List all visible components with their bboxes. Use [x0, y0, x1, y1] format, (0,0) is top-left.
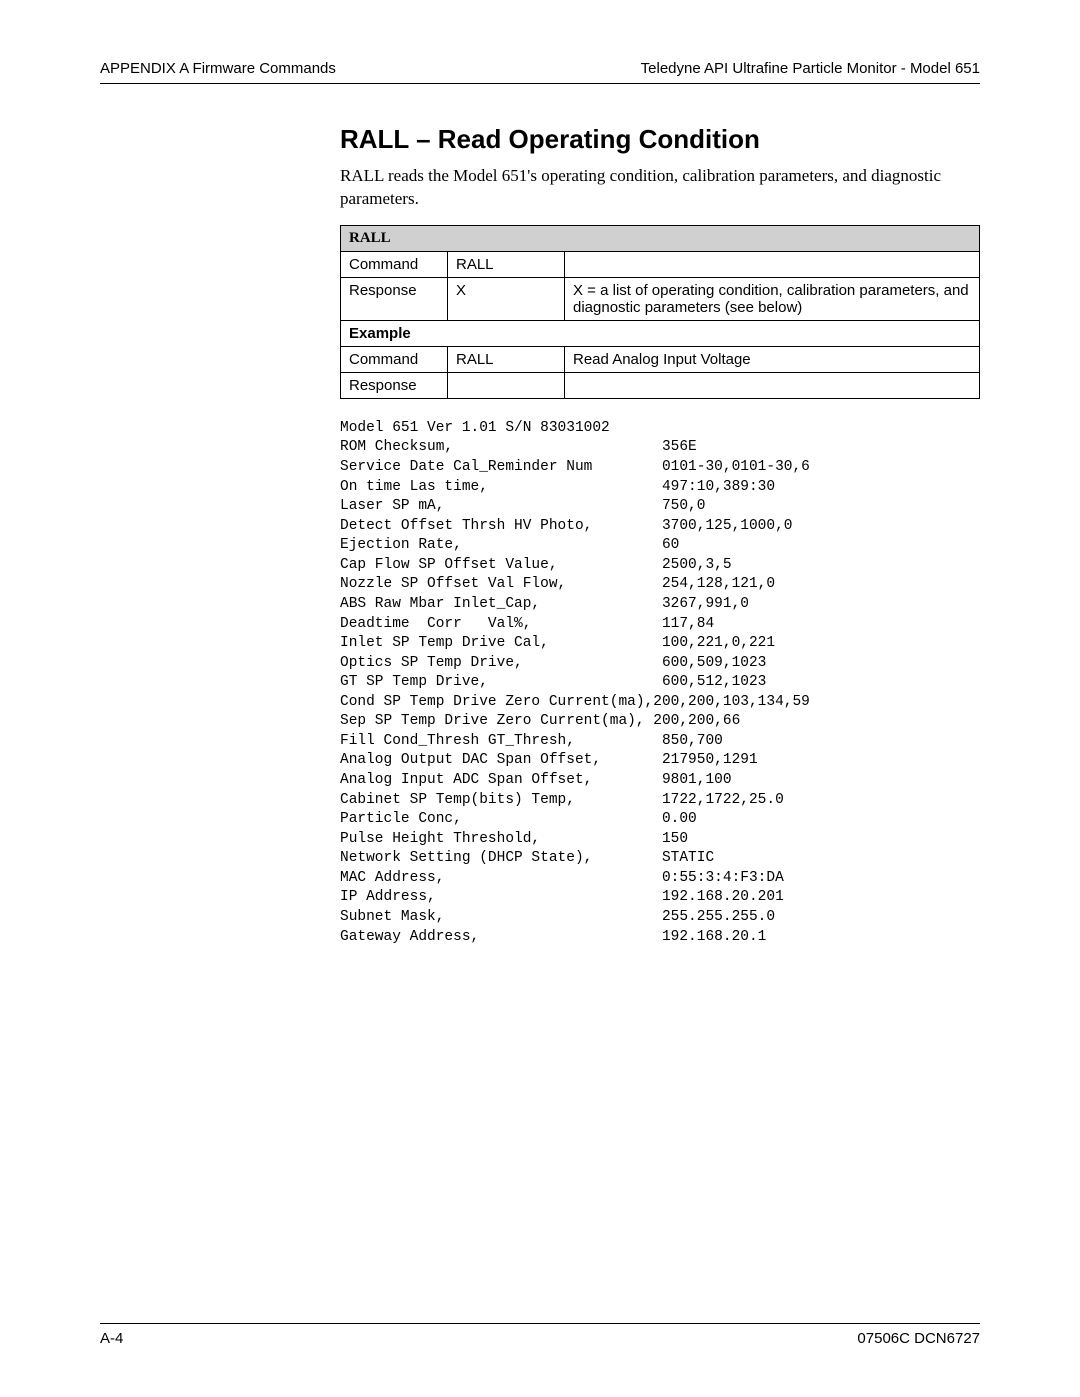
intro-text: RALL reads the Model 651's operating con…	[340, 165, 980, 211]
section-title: RALL – Read Operating Condition	[340, 124, 980, 155]
table-row: Response	[341, 372, 980, 398]
main-content: RALL – Read Operating Condition RALL rea…	[340, 124, 980, 947]
table-header: RALL	[341, 225, 980, 251]
table-row: Command RALL	[341, 251, 980, 277]
header-left: APPENDIX A Firmware Commands	[100, 60, 336, 77]
command-table: RALL Command RALL Response X X = a list …	[340, 225, 980, 399]
header-right: Teledyne API Ultrafine Particle Monitor …	[641, 60, 980, 77]
page-footer: A-4 07506C DCN6727	[100, 1323, 980, 1347]
table-row: Command RALL Read Analog Input Voltage	[341, 346, 980, 372]
cell	[565, 251, 980, 277]
footer-right: 07506C DCN6727	[857, 1330, 980, 1347]
cell: RALL	[448, 346, 565, 372]
table-row: Response X X = a list of operating condi…	[341, 277, 980, 320]
cell: Read Analog Input Voltage	[565, 346, 980, 372]
cell	[448, 372, 565, 398]
footer-left: A-4	[100, 1330, 123, 1347]
cell: Response	[341, 372, 448, 398]
cell	[565, 372, 980, 398]
cell: Response	[341, 277, 448, 320]
cell: X	[448, 277, 565, 320]
cell: X = a list of operating condition, calib…	[565, 277, 980, 320]
response-listing: Model 651 Ver 1.01 S/N 83031002 ROM Chec…	[340, 419, 980, 947]
page-header: APPENDIX A Firmware Commands Teledyne AP…	[100, 60, 980, 84]
cell: Command	[341, 346, 448, 372]
cell: Command	[341, 251, 448, 277]
cell: RALL	[448, 251, 565, 277]
example-header: Example	[341, 320, 980, 346]
